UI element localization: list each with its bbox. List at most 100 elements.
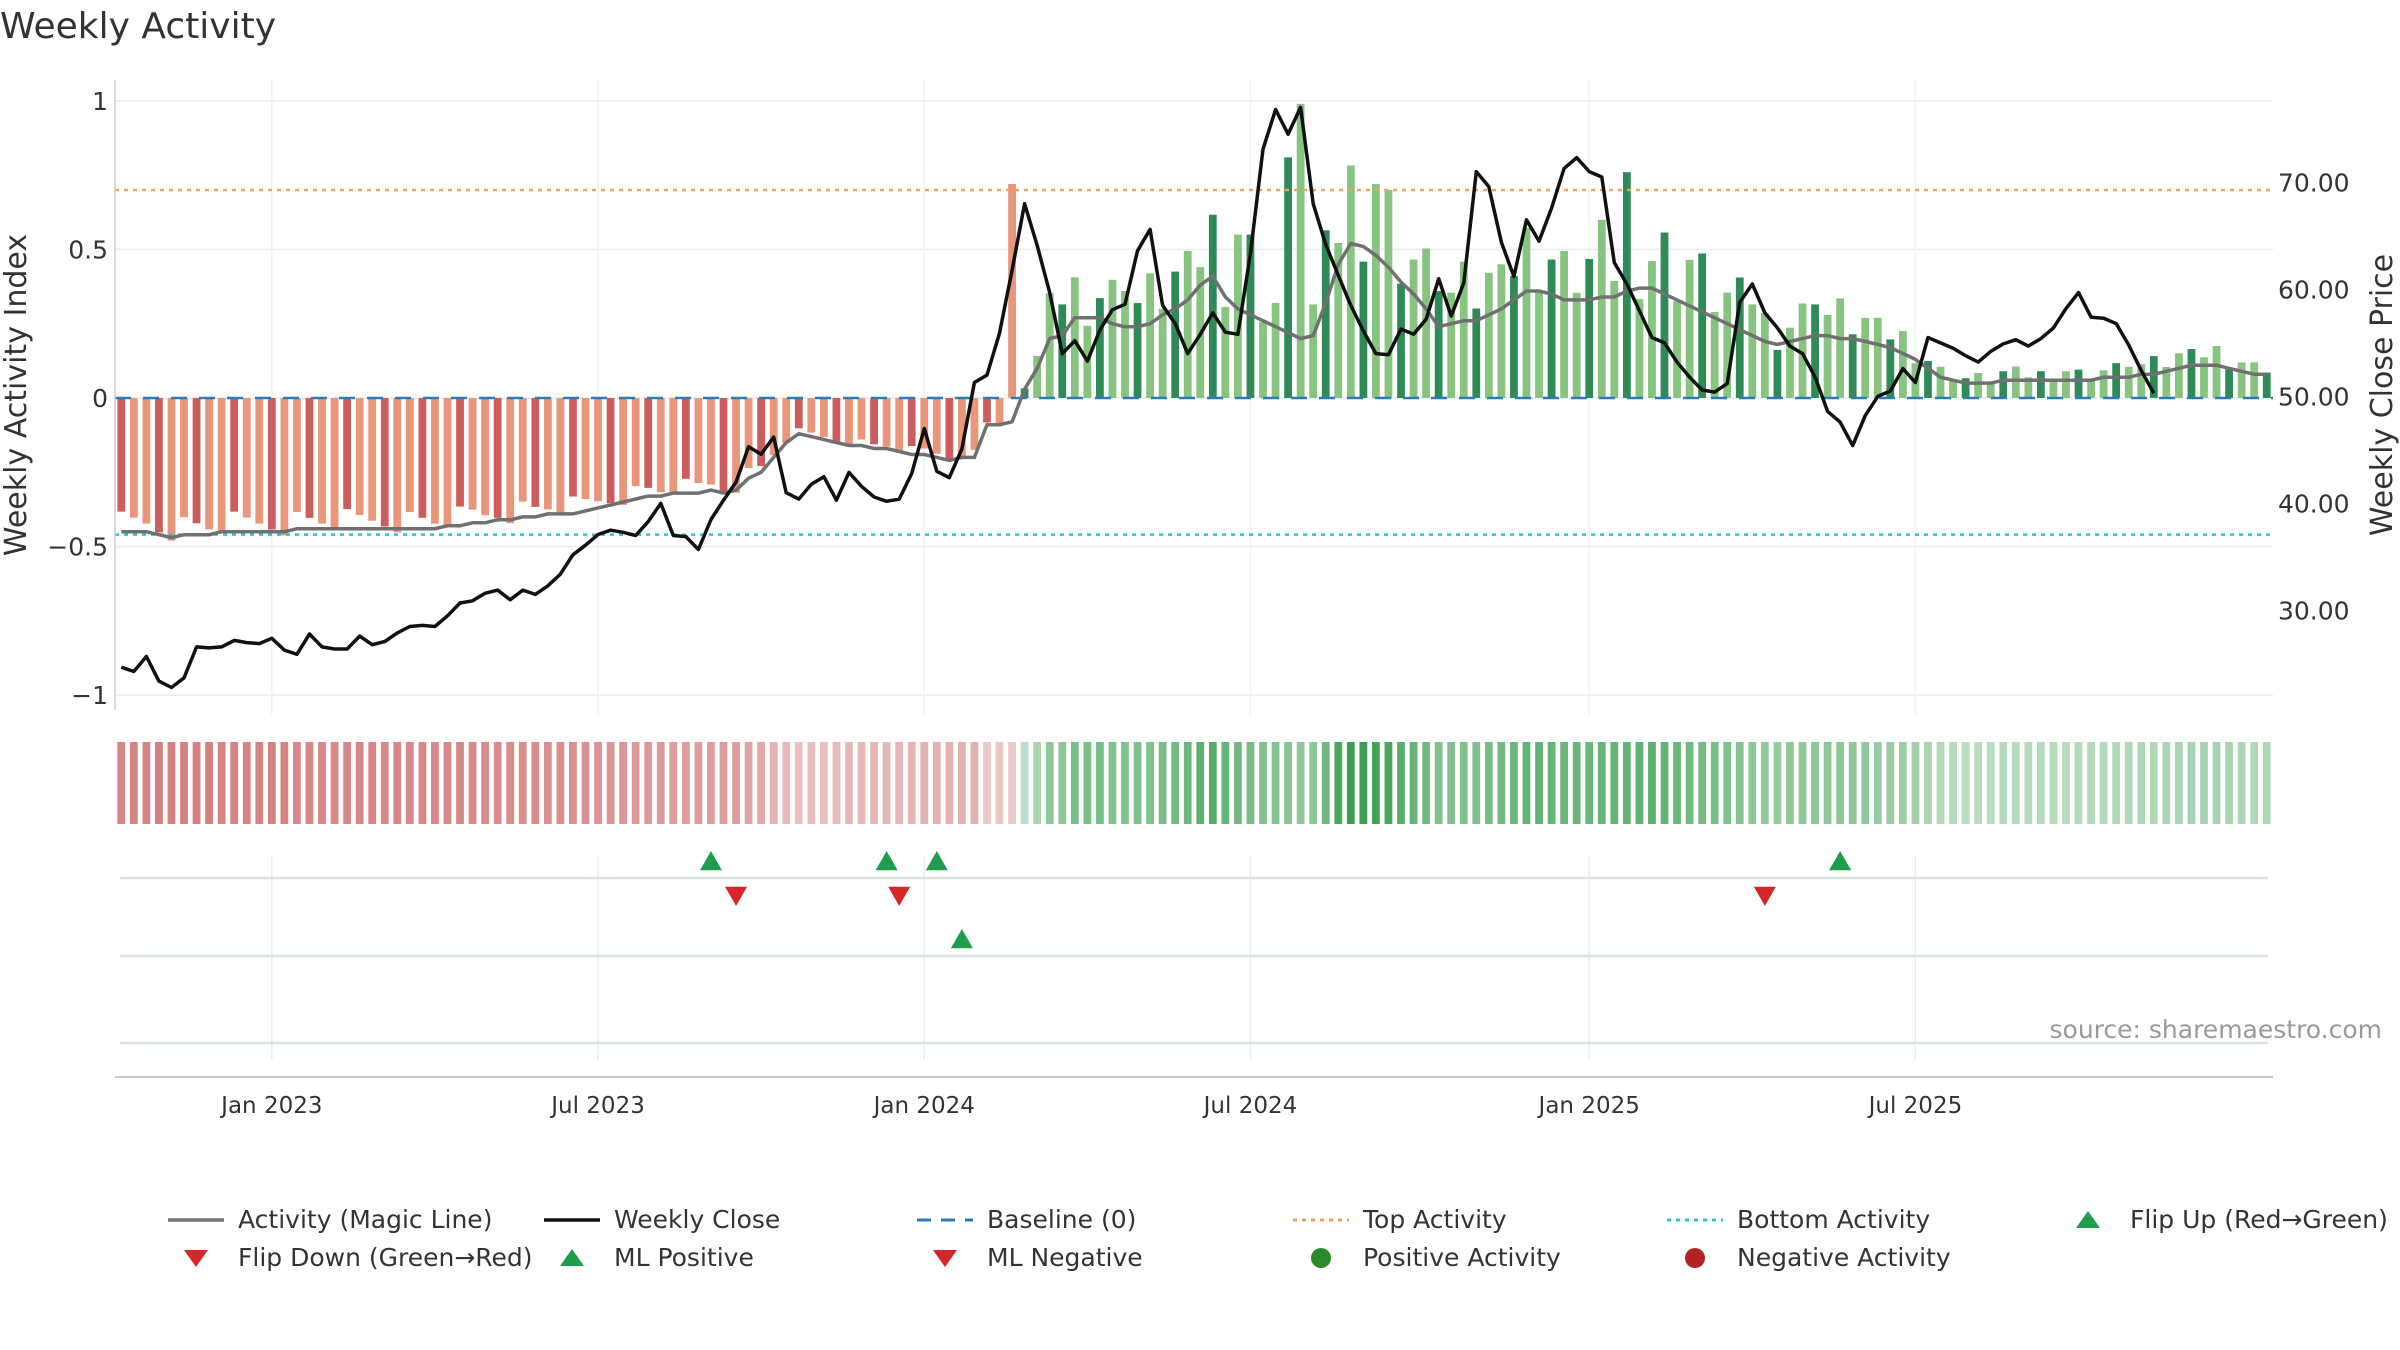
heat-cell [1710,742,1719,824]
x-tick-label: Jan 2025 [1537,1093,1640,1119]
activity-bar [1898,330,1907,398]
source-note: source: sharemaestro.com [2049,1015,2383,1044]
activity-bar [1522,227,1531,398]
activity-bar [506,398,515,524]
heat-cell [531,742,540,824]
legend-marker-icon [544,1217,600,1222]
legend-item: Weekly Close [542,1205,780,1234]
heat-cell [1698,742,1707,824]
activity-bar [1673,301,1681,398]
heat-cell [155,742,163,824]
activity-bar [857,398,866,440]
heat-cell [1409,742,1418,824]
activity-bar [1735,277,1744,398]
x-tick-label: Jan 2024 [872,1093,975,1119]
activity-bar [1158,308,1167,398]
heat-cell [1334,742,1343,824]
activity-bar [155,398,163,533]
activity-bar [280,398,289,536]
heat-cell [656,742,665,824]
activity-bar [719,398,728,492]
heat-cell [581,742,590,824]
heat-cell [769,742,778,824]
flip-down-marker [888,886,911,906]
heat-cell [1735,742,1744,824]
activity-bar [393,398,402,533]
activity-bar [2149,356,2158,398]
activity-bar [1961,378,1970,398]
activity-bar [2074,369,2083,398]
activity-bar [707,398,715,485]
activity-bar [2037,371,2045,398]
activity-bar [167,398,176,541]
heat-cell [1886,742,1895,824]
heat-cell [1949,742,1957,824]
activity-bar [1924,360,1932,398]
heat-cell [1472,742,1481,824]
heat-cell [255,742,264,824]
legend-item: Activity (Magic Line) [166,1205,492,1234]
heat-cell [129,742,138,824]
series-lines [120,105,2267,690]
activity-bar [481,398,490,516]
heat-cell [493,742,502,824]
gridlines [115,80,2273,1060]
activity-bar [1936,366,1945,398]
activity-bar [631,398,640,487]
heat-cell [1622,742,1631,824]
ml-positive-marker [950,929,973,949]
heat-cell [2062,742,2070,824]
heat-cell [1547,742,1556,824]
heat-cell [732,742,740,824]
activity-bar [945,398,954,460]
activity-bar [594,398,602,502]
legend-item: Top Activity [1291,1205,1507,1234]
activity-bar [1221,307,1230,398]
heat-cell [556,742,565,824]
heat-cell [681,742,690,824]
heat-cell [1183,742,1192,824]
legend-item: ML Negative [915,1243,1143,1272]
heat-cell [405,742,414,824]
reference-lines [115,188,2273,536]
activity-bar [318,398,326,524]
activity-bar [543,398,552,510]
activity-bar [1434,291,1443,398]
heat-cell [1723,742,1732,824]
y-right-axis-label: Weekly Close Price [2365,254,2400,536]
y-left-tick-label: 0.5 [68,235,108,264]
activity-bar [443,398,452,527]
flip-up-marker [875,851,898,871]
heat-cell [895,742,904,824]
heat-cell [1560,742,1569,824]
heat-cell [757,742,766,824]
activity-bar [1121,291,1129,398]
activity-bar [907,398,916,446]
activity-bar [1685,259,1694,398]
heat-cell [1246,742,1255,824]
heat-cell [1522,742,1531,824]
activity-bar [1409,259,1418,398]
heat-cell [1823,742,1832,824]
legend-label: Baseline (0) [987,1205,1137,1234]
heat-cell [1133,742,1142,824]
flip-down-marker [1753,886,1776,906]
heat-cell [1096,742,1104,824]
heat-cell [1234,742,1242,824]
legend-marker-icon [1293,1218,1349,1221]
heat-cell [518,742,527,824]
activity-bar [744,398,753,468]
y-left-tick-label: 1 [92,87,108,116]
activity-bar [1171,271,1180,398]
activity-bar [794,398,803,429]
activity-bar [1096,298,1104,398]
activity-bar [2049,381,2058,398]
heat-cell [1848,742,1857,824]
activity-bar [431,398,439,524]
heat-cell [1898,742,1907,824]
heat-cell [1597,742,1606,824]
activity-bar [932,398,941,454]
activity-bar [117,398,126,512]
activity-bar [819,398,828,438]
activity-bar [1208,214,1217,398]
